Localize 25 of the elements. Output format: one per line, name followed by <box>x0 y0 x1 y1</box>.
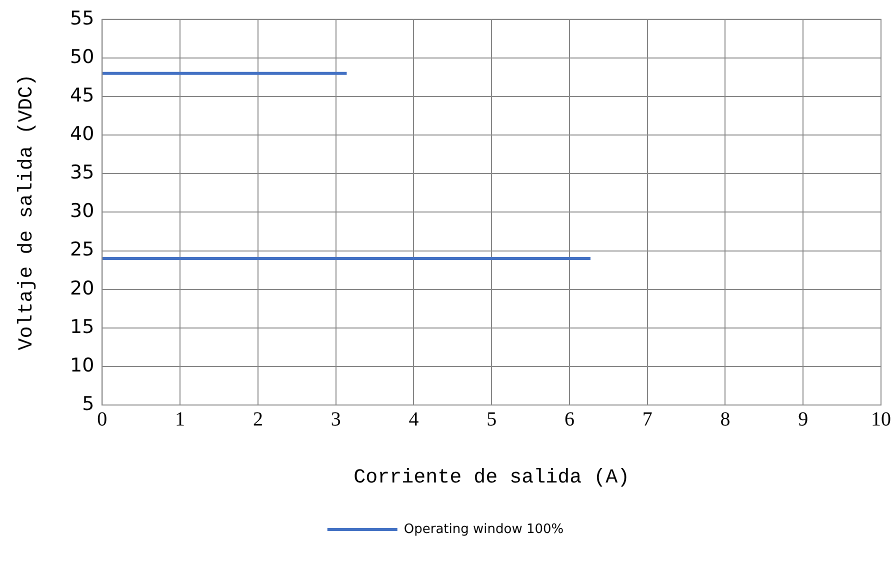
y-tick-label: 10 <box>70 354 94 376</box>
x-tick-label: 6 <box>564 408 574 430</box>
x-tick-label: 8 <box>720 408 730 430</box>
x-tick-label: 2 <box>252 408 263 430</box>
y-tick-label: 40 <box>70 123 94 146</box>
x-tick-label: 0 <box>97 408 108 430</box>
y-tick-label: 30 <box>70 200 94 222</box>
y-tick-label: 5 <box>82 392 94 415</box>
x-axis-title: Corriente de salida (A) <box>354 466 630 490</box>
y-tick-label: 15 <box>70 316 94 338</box>
x-tick-label: 10 <box>871 408 891 430</box>
x-tick-label: 3 <box>330 408 341 430</box>
x-tick-label: 9 <box>798 408 808 430</box>
x-tick-label: 4 <box>408 408 419 430</box>
y-tick-label: 50 <box>70 46 94 68</box>
y-tick-label: 25 <box>70 238 94 261</box>
x-tick-label: 7 <box>642 408 652 430</box>
y-tick-label: 35 <box>70 162 94 184</box>
x-tick-label: 1 <box>175 408 186 430</box>
text: Operating window 100% <box>404 522 564 537</box>
x-tick-label: 5 <box>486 408 497 430</box>
y-tick-label: 55 <box>70 7 94 30</box>
y-tick-label: 20 <box>70 277 94 300</box>
y-tick-label: 45 <box>70 84 94 106</box>
y-axis-title: Voltaje de salida (VDC) <box>15 74 38 350</box>
